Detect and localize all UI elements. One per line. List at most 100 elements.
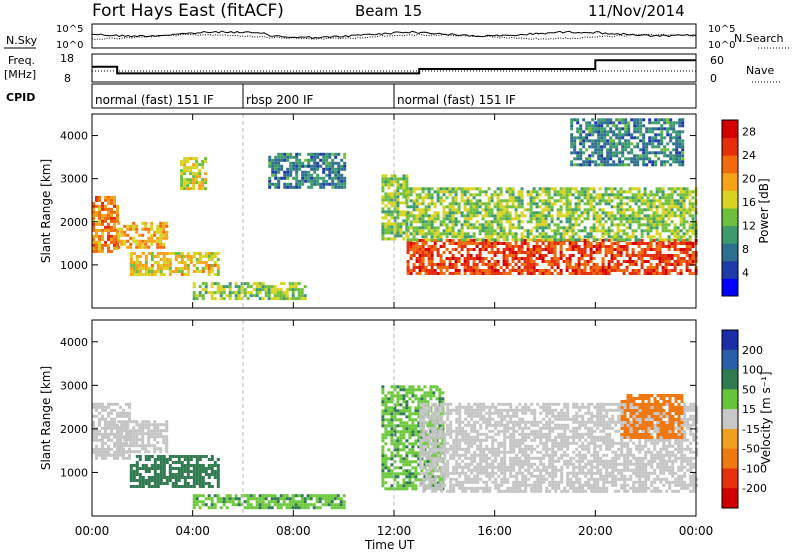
- heatmap-cell: [277, 176, 281, 180]
- heatmap-cell: [547, 260, 551, 263]
- heatmap-cell: [598, 214, 602, 218]
- heatmap-cell: [162, 242, 166, 246]
- heatmap-cell: [390, 183, 394, 187]
- heatmap-cell: [529, 254, 533, 257]
- heatmap-cell: [634, 187, 638, 191]
- heatmap-cell: [601, 269, 605, 272]
- heatmap-cell: [658, 257, 662, 260]
- heatmap-cell: [457, 257, 461, 260]
- heatmap-cell: [159, 473, 163, 476]
- heatmap-cell: [484, 190, 488, 194]
- heatmap-cell: [517, 196, 521, 200]
- heatmap-cell: [478, 269, 482, 272]
- heatmap-cell: [168, 273, 172, 276]
- heatmap-cell: [434, 417, 438, 421]
- heatmap-cell: [204, 187, 208, 191]
- heatmap-cell: [624, 145, 628, 149]
- heatmap-cell: [452, 465, 456, 469]
- heatmap-cell: [162, 230, 166, 234]
- heatmap-cell: [168, 479, 172, 482]
- heatmap-cell: [579, 133, 583, 137]
- heatmap-cell: [125, 402, 128, 406]
- heatmap-cell: [98, 213, 101, 217]
- cpid-panel: CPID normal (fast) 151 IF rbsp 200 IF norm…: [6, 83, 697, 109]
- heatmap-cell: [448, 257, 452, 260]
- heatmap-cell: [682, 220, 686, 224]
- heatmap-cell: [431, 489, 435, 493]
- heatmap-cell: [654, 151, 658, 155]
- heatmap-cell: [419, 459, 423, 463]
- heatmap-cell: [451, 254, 455, 257]
- heatmap-cell: [286, 173, 290, 177]
- heatmap-cell: [637, 211, 641, 215]
- heatmap-cell: [445, 196, 449, 200]
- heatmap-cell: [493, 245, 497, 248]
- heatmap-cell: [198, 494, 202, 498]
- heatmap-cell: [213, 264, 217, 267]
- heatmap-cell: [396, 409, 400, 413]
- heatmap-cell: [132, 267, 136, 270]
- heatmap-cell: [396, 403, 400, 407]
- heatmap-cell: [195, 494, 199, 498]
- heatmap-cell: [132, 221, 136, 225]
- heatmap-cell: [384, 180, 388, 184]
- heatmap-cell: [621, 151, 625, 155]
- heatmap-cell: [192, 494, 196, 498]
- heatmap-cell: [631, 214, 635, 218]
- heatmap-cell: [595, 193, 599, 197]
- heatmap-cell: [126, 233, 130, 237]
- heatmap-cell: [286, 182, 290, 186]
- heatmap-cell: [640, 229, 644, 233]
- heatmap-cell: [402, 469, 406, 473]
- heatmap-cell: [502, 238, 506, 242]
- heatmap-cell: [101, 216, 104, 220]
- heatmap-cell: [132, 479, 136, 482]
- heatmap-cell: [415, 251, 419, 254]
- heatmap-cell: [666, 127, 670, 131]
- heatmap-cell: [107, 207, 110, 211]
- heatmap-cell: [147, 267, 151, 270]
- heatmap-cell: [565, 196, 569, 200]
- heatmap-cell: [616, 190, 620, 194]
- heatmap-cell: [98, 450, 101, 454]
- heatmap-cell: [433, 202, 437, 206]
- heatmap-cell: [511, 217, 515, 221]
- heatmap-cell: [625, 220, 629, 224]
- heatmap-cell: [616, 208, 620, 212]
- heatmap-cell: [589, 254, 593, 257]
- heatmap-cell: [646, 272, 650, 275]
- heatmap-cell: [156, 242, 160, 246]
- heatmap-cell: [128, 453, 131, 457]
- power-colorbar-tick: 20: [742, 173, 756, 186]
- heatmap-cell: [660, 118, 664, 122]
- heatmap-cell: [216, 264, 220, 267]
- heatmap-cell: [637, 238, 641, 242]
- heatmap-cell: [210, 285, 214, 289]
- heatmap-cell: [399, 231, 403, 235]
- heatmap-cell: [621, 163, 625, 167]
- heatmap-cell: [98, 204, 101, 208]
- heatmap-cell: [571, 217, 575, 221]
- heatmap-cell: [432, 439, 436, 443]
- heatmap-cell: [405, 484, 409, 488]
- heatmap-cell: [595, 266, 599, 269]
- heatmap-cell: [258, 497, 262, 501]
- heatmap-cell: [445, 217, 449, 221]
- heatmap-cell: [571, 238, 575, 242]
- heatmap-cell: [279, 494, 283, 498]
- heatmap-cell: [441, 412, 445, 416]
- heatmap-cell: [396, 207, 400, 211]
- heatmap-cell: [107, 411, 110, 415]
- heatmap-cell: [438, 400, 442, 404]
- heatmap-cell: [420, 397, 424, 401]
- heatmap-cell: [381, 186, 385, 190]
- heatmap-cell: [637, 223, 641, 227]
- heatmap-cell: [387, 430, 391, 434]
- heatmap-cell: [153, 230, 157, 234]
- heatmap-cell: [153, 261, 157, 264]
- heatmap-cell: [443, 483, 447, 487]
- power-colorbar-tick: 4: [742, 267, 749, 280]
- heatmap-cell: [442, 260, 446, 263]
- heatmap-cell: [627, 127, 631, 131]
- heatmap-cell: [455, 417, 459, 421]
